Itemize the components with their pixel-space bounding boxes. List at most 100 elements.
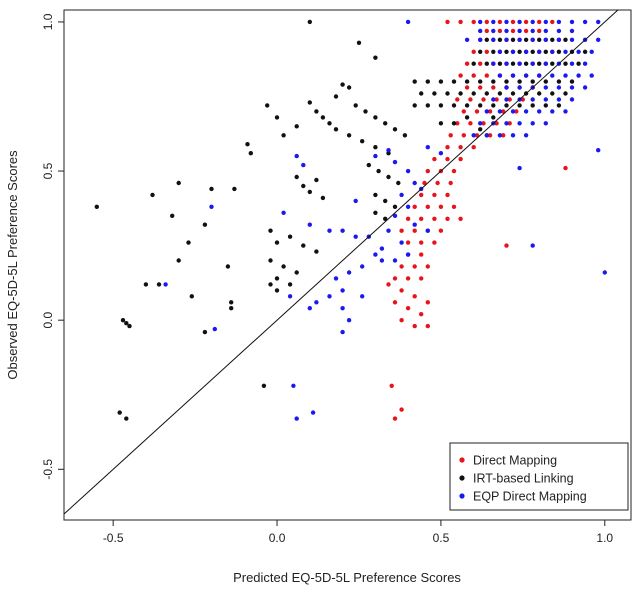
data-point	[530, 37, 535, 42]
data-point	[412, 79, 417, 84]
data-point	[209, 204, 214, 209]
data-point	[537, 109, 542, 114]
data-point	[517, 165, 522, 171]
data-point	[458, 145, 463, 150]
data-point	[455, 97, 460, 102]
data-point	[425, 228, 430, 233]
data-point	[346, 270, 352, 275]
data-point	[464, 85, 470, 90]
data-point	[94, 204, 100, 209]
data-point	[556, 28, 562, 34]
data-point	[405, 240, 411, 245]
data-point	[438, 79, 444, 84]
data-point	[396, 180, 401, 186]
data-point	[422, 180, 427, 186]
data-point	[425, 79, 430, 84]
data-point	[383, 216, 388, 221]
data-point	[550, 91, 555, 96]
data-point	[504, 243, 509, 248]
data-point	[170, 213, 175, 218]
data-point	[510, 49, 516, 54]
data-point	[491, 103, 496, 108]
data-point	[543, 97, 548, 102]
data-point	[464, 79, 470, 84]
data-point	[150, 192, 155, 198]
data-point	[274, 240, 280, 245]
data-point	[412, 228, 417, 233]
data-point	[340, 306, 345, 311]
data-point	[563, 109, 568, 114]
data-point	[576, 61, 581, 66]
data-point	[451, 168, 457, 174]
data-point	[383, 121, 388, 126]
data-point	[412, 323, 417, 329]
data-point	[504, 103, 509, 108]
data-point	[530, 28, 535, 34]
data-point	[438, 151, 444, 156]
data-point	[451, 204, 457, 209]
data-point	[543, 121, 548, 126]
data-point	[484, 28, 489, 34]
data-point	[327, 121, 332, 126]
data-point	[261, 383, 267, 388]
x-tick-label: 0.5	[433, 531, 450, 545]
data-point	[569, 97, 575, 102]
data-point	[353, 234, 358, 239]
data-point	[530, 103, 535, 108]
data-point	[419, 192, 424, 198]
x-axis-ticks: -0.5 0.0 0.5 1.0	[103, 520, 613, 545]
data-point	[530, 61, 535, 66]
data-point	[405, 216, 411, 221]
data-point	[373, 55, 378, 60]
data-point	[504, 97, 509, 102]
data-point	[530, 79, 535, 84]
data-point	[517, 49, 522, 54]
data-point	[491, 37, 496, 42]
data-point	[471, 49, 476, 54]
data-point	[445, 216, 450, 221]
data-point	[582, 61, 588, 66]
data-point	[491, 28, 496, 34]
data-point	[491, 49, 496, 54]
data-point	[537, 61, 542, 66]
data-point	[432, 216, 437, 221]
data-point	[383, 198, 388, 204]
data-point	[320, 115, 326, 120]
data-point	[471, 19, 476, 25]
data-point	[399, 288, 404, 293]
data-point	[245, 142, 250, 147]
data-point	[569, 28, 575, 34]
data-point	[517, 121, 522, 126]
data-point	[523, 28, 529, 34]
data-point	[491, 115, 496, 120]
data-point	[340, 228, 345, 233]
legend-marker	[459, 493, 465, 499]
data-point	[360, 139, 365, 144]
data-point	[494, 97, 499, 102]
data-point	[307, 306, 312, 311]
data-point	[478, 19, 483, 25]
data-point	[202, 222, 208, 227]
legend-label: Direct Mapping	[473, 454, 557, 468]
data-point	[550, 109, 555, 114]
data-point	[386, 148, 391, 153]
data-point	[392, 204, 398, 209]
data-point	[596, 148, 601, 153]
data-point	[510, 133, 516, 138]
y-tick-label: 0.0	[41, 312, 55, 329]
data-point	[504, 49, 509, 54]
data-point	[504, 19, 509, 25]
data-point	[471, 61, 476, 66]
data-point	[405, 252, 411, 257]
data-point	[458, 91, 463, 96]
data-point	[425, 300, 430, 305]
data-point	[294, 270, 299, 275]
data-point	[373, 153, 378, 159]
data-point	[497, 28, 503, 34]
data-point	[412, 180, 417, 186]
data-point	[412, 264, 417, 269]
data-point	[556, 49, 562, 54]
data-point	[589, 73, 594, 78]
data-point	[438, 228, 444, 233]
series-1	[94, 19, 588, 421]
